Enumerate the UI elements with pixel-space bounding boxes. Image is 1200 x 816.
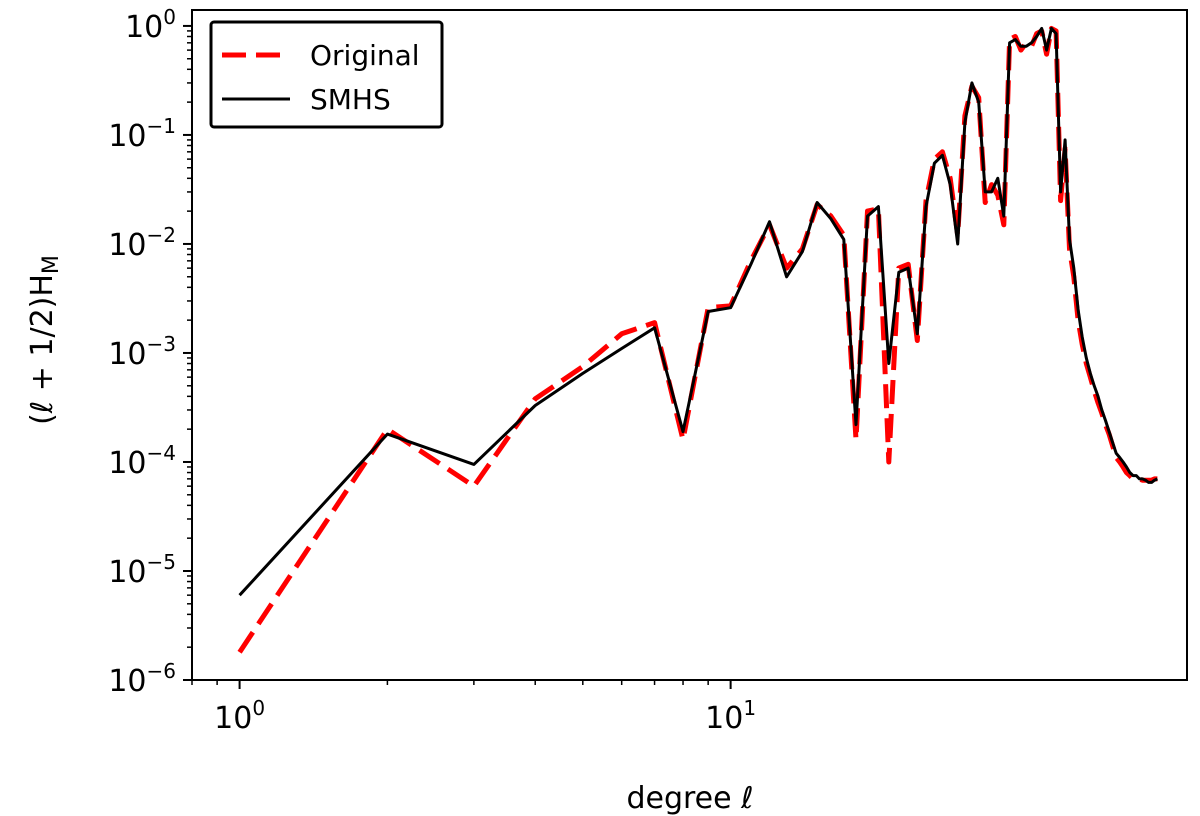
series-layer: [237, 25, 1159, 654]
y-tick-label: 10−5: [108, 550, 176, 590]
x-tick-label: 101: [705, 696, 756, 736]
y-tick-label: 10−4: [108, 441, 176, 481]
y-tick-label: 100: [125, 5, 176, 45]
legend-original-label: Original: [310, 39, 420, 72]
y-tick-label: 10−1: [108, 114, 176, 154]
y-tick-label: 10−3: [108, 332, 176, 372]
y-axis-title-main: (ℓ + 1/2)H: [25, 274, 60, 425]
y-tick-label: 10−6: [108, 659, 176, 699]
series-smhs-line: [238, 26, 1159, 597]
y-axis-title-subscript: M: [39, 255, 64, 274]
legend-box: [209, 20, 444, 129]
x-tick-label: 100: [214, 696, 265, 736]
legend: Original SMHS: [209, 20, 444, 129]
x-axis-title: degree ℓ: [626, 781, 753, 816]
y-tick-label: 10−2: [108, 223, 176, 263]
plot-frame: [191, 9, 1188, 681]
legend-smhs-label: SMHS: [310, 83, 391, 116]
axes-layer: 100 101 100 10−1 10−2 10−3 10−4 10−5 10−6: [108, 5, 1188, 736]
series-original-line: [237, 25, 1158, 654]
y-axis-title: (ℓ + 1/2)HM: [25, 255, 64, 425]
